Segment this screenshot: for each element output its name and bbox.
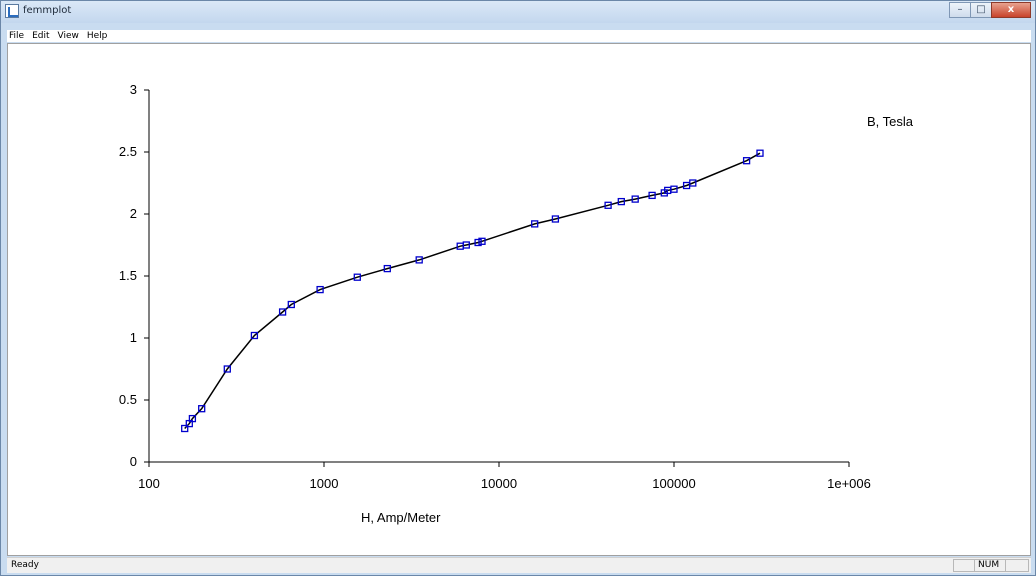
menu-edit[interactable]: Edit: [32, 31, 50, 41]
y-tick-label: 1: [130, 330, 137, 345]
data-point: [181, 424, 189, 433]
window-title: femmplot: [23, 5, 72, 16]
menu-bar: File Edit View Help: [7, 30, 1031, 42]
data-point: [250, 331, 259, 340]
menu-help[interactable]: Help: [86, 31, 108, 41]
data-point: [223, 365, 231, 373]
menu-view[interactable]: View: [57, 31, 79, 41]
y-tick-label: 0: [130, 454, 137, 469]
data-point: [756, 149, 764, 157]
y-axis-label: B, Tesla: [867, 114, 914, 129]
data-point: [604, 201, 612, 209]
x-tick-label: 100: [138, 476, 160, 491]
x-tick-label: 100000: [652, 476, 695, 491]
status-text: Ready: [11, 560, 39, 570]
window-controls: – □ x: [949, 2, 1031, 18]
y-tick-label: 2.5: [119, 144, 137, 159]
status-pane-num: NUM: [974, 559, 1006, 572]
data-point: [478, 237, 486, 245]
data-point: [631, 195, 639, 203]
data-point: [353, 273, 361, 281]
data-point: [617, 197, 625, 206]
data-point: [531, 220, 539, 228]
data-point: [670, 185, 678, 193]
status-pane-empty-1: [953, 559, 975, 572]
title-bar[interactable]: femmplot – □ x: [1, 1, 1035, 23]
data-point: [188, 414, 197, 423]
minimize-button[interactable]: –: [949, 2, 971, 18]
y-tick-label: 3: [130, 82, 137, 97]
data-point: [287, 300, 295, 309]
app-icon[interactable]: [5, 4, 19, 18]
data-point: [474, 238, 482, 247]
y-tick-label: 2: [130, 206, 137, 221]
x-tick-label: 1e+006: [827, 476, 871, 491]
x-tick-label: 10000: [481, 476, 517, 491]
y-tick-label: 0.5: [119, 392, 137, 407]
y-tick-label: 1.5: [119, 268, 137, 283]
data-point: [198, 405, 206, 413]
bh-curve-line: [184, 152, 761, 430]
bh-curve-chart: 100 1000 10000 100000 1e+006 0 0.5 1 1.5 2 2.5 3 H, …: [119, 82, 914, 525]
data-point: [648, 191, 656, 200]
close-button[interactable]: x: [991, 2, 1031, 18]
x-axis-label: H, Amp/Meter: [361, 510, 441, 525]
x-tick-label: 1000: [310, 476, 339, 491]
data-point: [316, 285, 324, 294]
status-bar: Ready NUM: [7, 557, 1031, 573]
plot-area[interactable]: 100 1000 10000 100000 1e+006 0 0.5 1 1.5 2 2.5 3 H, …: [7, 43, 1031, 556]
data-point: [462, 241, 470, 249]
data-point: [742, 157, 751, 165]
maximize-button[interactable]: □: [970, 2, 992, 18]
data-point: [551, 215, 560, 223]
menu-file[interactable]: File: [9, 31, 25, 41]
status-pane-empty-2: [1005, 559, 1029, 572]
data-point: [278, 308, 287, 316]
data-point: [383, 264, 391, 273]
data-point: [415, 256, 423, 264]
data-point: [689, 179, 697, 187]
